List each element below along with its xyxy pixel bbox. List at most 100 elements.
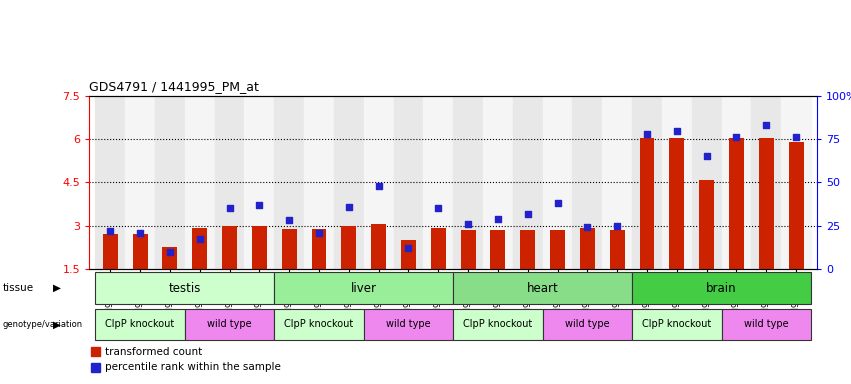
Point [193,236,207,243]
Bar [662,96,692,269]
Point [759,122,773,128]
Bar [163,247,177,269]
Text: wild type: wild type [386,319,431,329]
Bar [513,96,543,269]
FancyBboxPatch shape [95,273,274,303]
Bar [460,230,476,269]
Point [580,224,594,230]
Point [342,204,356,210]
Bar [363,96,393,269]
FancyBboxPatch shape [185,309,274,340]
Point [312,230,326,236]
Bar [393,96,423,269]
Bar [692,96,722,269]
Text: wild type: wild type [744,319,789,329]
Text: genotype/variation: genotype/variation [3,320,83,329]
Point [491,216,505,222]
Bar [483,96,513,269]
Bar [304,96,334,269]
FancyBboxPatch shape [453,309,543,340]
Bar [125,96,155,269]
Bar [580,228,595,269]
Text: wild type: wild type [207,319,252,329]
Bar [91,362,100,372]
Text: liver: liver [351,281,377,295]
Point [729,134,743,141]
Text: ▶: ▶ [53,319,60,329]
Bar [781,96,811,269]
Text: ClpP knockout: ClpP knockout [106,319,174,329]
Point [283,217,296,223]
Text: ClpP knockout: ClpP knockout [463,319,533,329]
Bar [311,229,327,269]
FancyBboxPatch shape [453,273,632,303]
Bar [609,230,625,269]
Bar [95,96,125,269]
Bar [103,233,117,269]
Bar [789,142,803,269]
Point [700,153,713,160]
Text: wild type: wild type [565,319,609,329]
Point [134,230,147,236]
Bar [155,96,185,269]
Bar [274,96,304,269]
Point [551,200,564,206]
FancyBboxPatch shape [632,273,811,303]
Point [789,134,802,141]
Bar [543,96,573,269]
Bar [490,230,505,269]
Text: GDS4791 / 1441995_PM_at: GDS4791 / 1441995_PM_at [89,80,260,93]
Bar [431,228,446,269]
Bar [573,96,603,269]
Text: ClpP knockout: ClpP knockout [284,319,354,329]
FancyBboxPatch shape [274,309,363,340]
Point [610,222,624,228]
Bar [282,229,297,269]
Text: percentile rank within the sample: percentile rank within the sample [105,362,281,372]
Bar [91,347,100,356]
Bar [423,96,453,269]
Bar [185,96,214,269]
Bar [700,180,714,269]
Point [223,205,237,211]
Bar [759,138,774,269]
Bar [133,233,147,269]
Bar [751,96,781,269]
FancyBboxPatch shape [274,273,453,303]
Point [640,131,654,137]
Bar [341,226,357,269]
Text: heart: heart [527,281,558,295]
Point [670,127,683,134]
Text: testis: testis [168,281,201,295]
Bar [670,138,684,269]
Bar [244,96,274,269]
Bar [640,138,654,269]
Text: ▶: ▶ [53,283,60,293]
Point [253,202,266,208]
Bar [214,96,244,269]
Point [372,183,386,189]
Bar [520,230,535,269]
Point [461,221,475,227]
FancyBboxPatch shape [543,309,632,340]
Bar [252,226,266,269]
Bar [632,96,662,269]
Bar [453,96,483,269]
Bar [401,240,416,269]
FancyBboxPatch shape [632,309,722,340]
Text: brain: brain [706,281,737,295]
Point [521,210,534,217]
Bar [603,96,632,269]
Bar [192,228,207,269]
Bar [222,226,237,269]
Bar [334,96,363,269]
Text: ClpP knockout: ClpP knockout [643,319,711,329]
Point [104,228,117,234]
Point [163,248,177,255]
Point [431,205,445,211]
Bar [371,224,386,269]
Bar [550,230,565,269]
Text: tissue: tissue [3,283,34,293]
FancyBboxPatch shape [722,309,811,340]
FancyBboxPatch shape [95,309,185,340]
